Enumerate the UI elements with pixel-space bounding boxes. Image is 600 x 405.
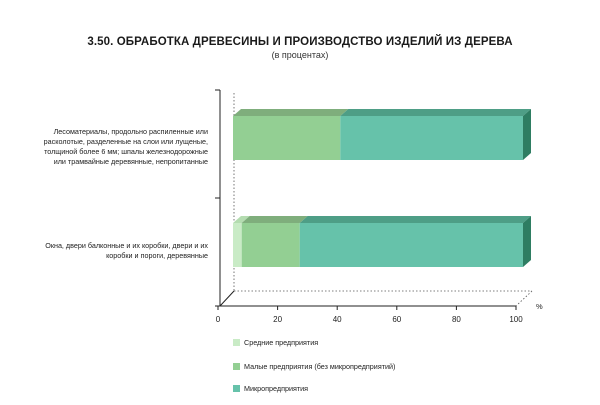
category-label-line: коробки и пороги, деревянные (106, 251, 208, 260)
bar-segment (241, 223, 300, 267)
value-axis-tick-label: 0 (216, 315, 221, 324)
category-label-windows-doors: Окна, двери балконные и их коробки, двер… (12, 241, 208, 261)
legend-label-medium: Средние предприятия (244, 338, 319, 347)
bar-segment-side (523, 216, 531, 267)
category-label-line: Окна, двери балконные и их коробки, двер… (45, 241, 208, 250)
bar-segment (340, 116, 523, 160)
bar-segment (233, 116, 341, 160)
floor-left-edge (219, 290, 235, 307)
value-axis-unit: % (536, 302, 543, 311)
bar-segment (233, 223, 242, 267)
bar-segment-top (233, 109, 349, 116)
bar-segment-top (233, 216, 250, 223)
category-label-lumber: Лесоматериалы, продольно распиленные или… (12, 127, 208, 167)
bar-segment (299, 223, 523, 267)
category-label-line: Лесоматериалы, продольно распиленные или (53, 127, 208, 136)
value-axis-tick-label: 100 (509, 315, 523, 324)
legend-label-small: Малые предприятия (без микропредприятий) (244, 362, 396, 371)
bar-segment-top (340, 109, 531, 116)
value-axis-tick-label: 40 (333, 315, 342, 324)
legend-swatch-micro (233, 385, 240, 392)
chart-title: 3.50. ОБРАБОТКА ДРЕВЕСИНЫ И ПРОИЗВОДСТВО… (87, 36, 513, 48)
bar-segment-top (241, 216, 308, 223)
legend-swatch-small (233, 363, 240, 370)
bar-segment-side (523, 109, 531, 160)
chart-subtitle: (в процентах) (271, 50, 329, 60)
category-label-line: расколотые, разделенные на слои или луще… (43, 137, 208, 146)
value-axis-tick-label: 60 (392, 315, 401, 324)
floor-right-edge (515, 290, 533, 307)
category-label-line: толщиной более 6 мм; шпалы железнодорожн… (44, 147, 208, 156)
bar-segment-top (299, 216, 531, 223)
category-label-line: или трамвайные деревянные, непропитанные (53, 157, 208, 166)
value-axis-tick-label: 80 (452, 315, 461, 324)
legend-swatch-medium (233, 339, 240, 346)
legend-label-micro: Микропредприятия (244, 384, 309, 393)
value-axis-tick-label: 20 (273, 315, 282, 324)
